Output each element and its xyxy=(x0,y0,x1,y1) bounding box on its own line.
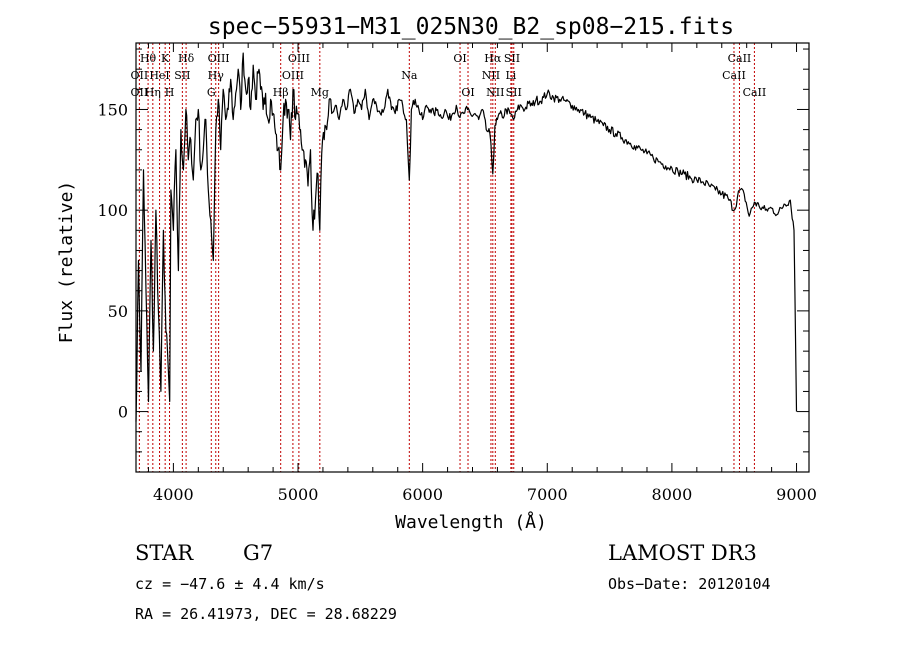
spectral-line-label: Hη xyxy=(145,86,161,99)
spectral-line-label: SII xyxy=(506,86,522,99)
object-class: STAR xyxy=(135,541,194,565)
x-tick-label: 6000 xyxy=(402,485,443,504)
spectral-line-label: Hα xyxy=(484,52,502,65)
spectral-line-label: Na xyxy=(401,69,418,82)
x-tick-label: 8000 xyxy=(652,485,693,504)
y-tick-label: 150 xyxy=(97,100,128,119)
object-subclass: G7 xyxy=(243,541,273,565)
coordinates-text: RA = 26.41973, DEC = 28.68229 xyxy=(135,605,397,623)
x-axis-label: Wavelength (Å) xyxy=(395,511,547,533)
spectral-line-label: OIII xyxy=(208,52,230,65)
spectral-line-label: NII xyxy=(486,86,504,99)
spectral-line-label: G xyxy=(207,86,216,99)
y-axis-ticks: 0 50 100 150 xyxy=(97,48,809,453)
spectral-line-label: HeI xyxy=(149,69,169,82)
spectral-line-label: OII xyxy=(131,86,149,99)
spectral-line-label: CaII xyxy=(728,52,752,65)
chart-title: spec−55931−M31_025N30_B2_sp08−215.fits xyxy=(208,14,734,40)
x-tick-label: 9000 xyxy=(776,485,817,504)
flux-series-line xyxy=(135,52,798,422)
spectral-line-label: OI xyxy=(461,86,474,99)
spectral-line-label: SII xyxy=(174,69,190,82)
spectral-line-label: Hδ xyxy=(178,52,195,65)
y-axis-label: Flux (relative) xyxy=(56,181,77,344)
spectral-line-label: CaII xyxy=(722,69,746,82)
spectral-line-label: Li xyxy=(505,69,516,82)
x-tick-label: 4000 xyxy=(153,485,194,504)
spectral-line-label: H xyxy=(165,86,175,99)
redshift-text: cz = −47.6 ± 4.4 km/s xyxy=(135,575,325,593)
x-axis-ticks: 4000 5000 6000 7000 8000 9000 xyxy=(147,43,817,504)
y-tick-label: 0 xyxy=(118,403,128,422)
spectral-line-label: Hθ xyxy=(140,52,157,65)
spectral-line-label: SII xyxy=(504,52,520,65)
spectral-line-label: CaII xyxy=(743,86,767,99)
spectral-line-label: NII xyxy=(482,69,500,82)
y-tick-label: 50 xyxy=(108,302,128,321)
x-tick-label: 7000 xyxy=(527,485,568,504)
spectral-line-label: OIII xyxy=(288,52,310,65)
spectral-line-label: Hγ xyxy=(208,69,225,82)
y-tick-label: 100 xyxy=(97,201,128,220)
spectral-line-label: OII xyxy=(131,69,149,82)
obs-date: Obs−Date: 20120104 xyxy=(608,575,771,593)
survey-name: LAMOST DR3 xyxy=(608,541,757,565)
spectral-line-label: OIII xyxy=(282,69,304,82)
plot-frame xyxy=(135,42,810,473)
x-tick-label: 5000 xyxy=(278,485,319,504)
spectral-line-markers xyxy=(138,43,755,472)
spectral-line-label: Mg xyxy=(311,86,329,99)
spectral-line-label: K xyxy=(161,52,170,65)
spectral-line-label: Hβ xyxy=(273,86,289,99)
spectral-line-label: OI xyxy=(453,52,466,65)
